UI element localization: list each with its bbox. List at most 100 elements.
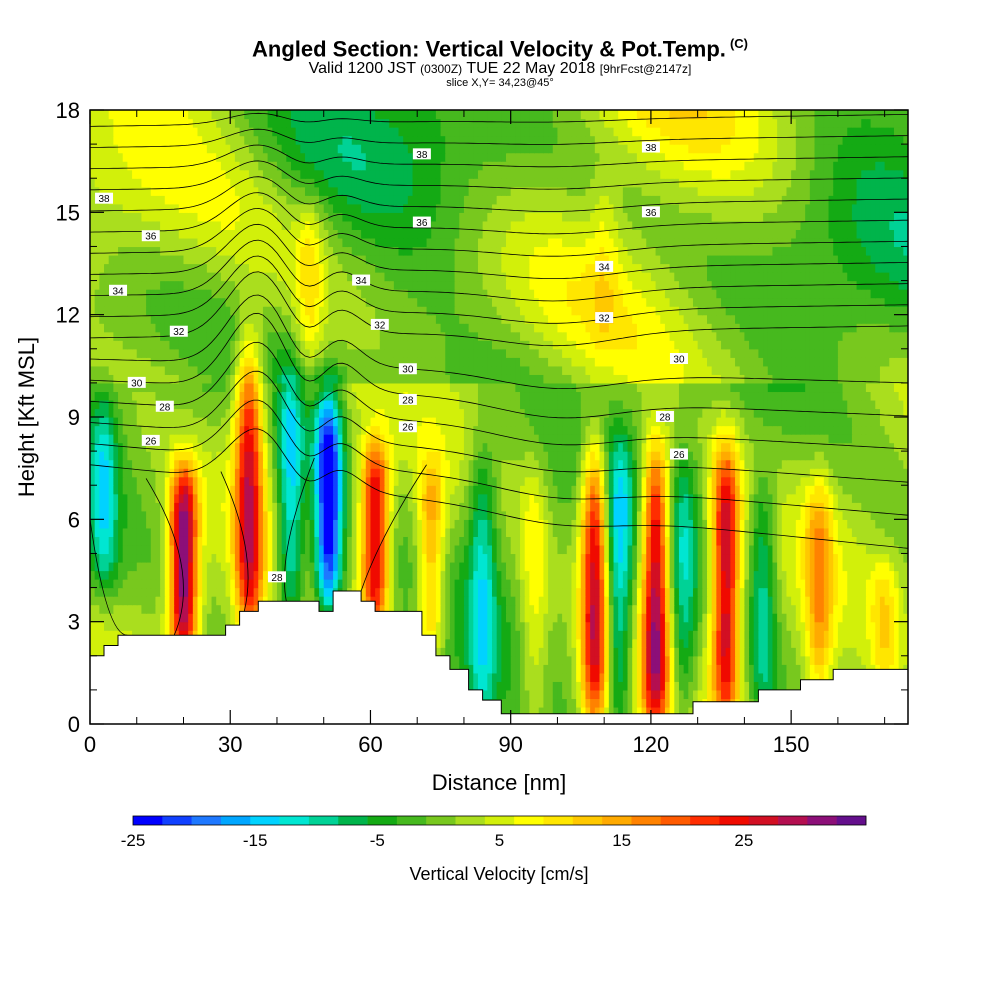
velocity-cell <box>632 510 638 520</box>
velocity-cell <box>814 655 820 665</box>
velocity-cell <box>562 510 568 520</box>
velocity-cell <box>108 519 114 529</box>
velocity-cell <box>655 579 661 589</box>
velocity-cell <box>538 681 544 691</box>
velocity-cell <box>725 604 731 614</box>
velocity-cell <box>515 544 521 555</box>
velocity-cell <box>688 621 694 631</box>
velocity-cell <box>805 672 811 682</box>
velocity-cell <box>777 561 783 572</box>
velocity-cell <box>608 655 615 665</box>
velocity-cell <box>99 493 105 503</box>
velocity-cell <box>146 630 152 640</box>
velocity-cell <box>384 502 390 512</box>
velocity-cell <box>449 493 456 503</box>
velocity-cell <box>365 519 372 529</box>
velocity-cell <box>146 570 152 580</box>
velocity-cell <box>104 510 110 520</box>
velocity-cell <box>552 502 559 512</box>
velocity-cell <box>903 604 908 614</box>
velocity-cell <box>281 510 287 520</box>
velocity-cell <box>791 561 797 572</box>
velocity-cell <box>814 493 820 503</box>
velocity-cell <box>856 570 862 580</box>
velocity-cell <box>688 493 694 503</box>
velocity-cell <box>627 502 633 512</box>
velocity-cell <box>468 630 474 640</box>
velocity-cell <box>524 689 530 700</box>
velocity-cell <box>543 544 549 555</box>
velocity-cell <box>113 587 119 597</box>
velocity-cell <box>314 519 320 529</box>
velocity-cell <box>898 485 904 495</box>
velocity-cell <box>146 553 152 563</box>
velocity-cell <box>749 613 755 623</box>
velocity-cell <box>127 544 133 555</box>
velocity-cell <box>702 553 708 563</box>
velocity-cell <box>870 579 876 589</box>
velocity-cell <box>197 621 203 631</box>
velocity-cell <box>496 647 502 657</box>
velocity-cell <box>328 570 334 580</box>
velocity-cell <box>744 510 750 520</box>
velocity-cell <box>515 502 521 512</box>
velocity-cell <box>529 561 535 572</box>
velocity-cell <box>164 493 171 503</box>
velocity-cell <box>814 527 820 537</box>
velocity-cell <box>407 579 414 589</box>
velocity-cell <box>286 493 292 503</box>
velocity-cell <box>893 630 900 640</box>
velocity-cell <box>491 655 498 665</box>
velocity-cell <box>473 502 479 512</box>
velocity-cell <box>646 604 652 614</box>
velocity-cell <box>398 510 404 520</box>
velocity-cell <box>267 476 273 486</box>
velocity-cell <box>716 485 722 495</box>
velocity-cell <box>865 630 872 640</box>
velocity-cell <box>618 561 624 572</box>
velocity-cell <box>515 561 521 572</box>
velocity-cell <box>501 604 507 614</box>
velocity-cell <box>90 476 96 486</box>
velocity-cell <box>188 536 194 546</box>
velocity-cell <box>234 604 241 614</box>
velocity-cell <box>805 561 811 572</box>
velocity-cell <box>594 672 601 682</box>
velocity-cell <box>520 638 526 648</box>
velocity-cell <box>618 672 624 682</box>
velocity-cell <box>449 570 456 580</box>
velocity-cell <box>566 544 573 555</box>
velocity-cell <box>576 604 582 614</box>
velocity-cell <box>216 621 222 631</box>
velocity-cell <box>534 485 540 495</box>
velocity-cell <box>613 510 619 520</box>
velocity-cell <box>412 476 418 486</box>
velocity-cell <box>655 493 661 503</box>
velocity-cell <box>258 544 264 555</box>
velocity-cell <box>552 519 559 529</box>
velocity-cell <box>856 553 862 563</box>
velocity-cell <box>744 579 750 589</box>
velocity-cell <box>174 587 180 597</box>
velocity-cell <box>599 672 605 682</box>
velocity-cell <box>333 544 339 555</box>
velocity-cell <box>557 553 563 563</box>
velocity-cell <box>562 672 568 682</box>
velocity-cell <box>735 596 741 606</box>
velocity-cell <box>772 570 778 580</box>
velocity-cell <box>903 587 908 597</box>
velocity-cell <box>239 570 245 580</box>
velocity-cell <box>636 621 643 631</box>
velocity-cell <box>632 519 638 529</box>
velocity-cell <box>164 613 171 623</box>
velocity-cell <box>758 561 764 572</box>
velocity-cell <box>837 579 844 589</box>
velocity-cell <box>875 519 881 529</box>
velocity-cell <box>847 638 853 648</box>
velocity-cell <box>202 579 208 589</box>
velocity-cell <box>501 647 507 657</box>
velocity-cell <box>688 647 694 657</box>
velocity-cell <box>239 476 245 486</box>
velocity-cell <box>482 485 488 495</box>
velocity-cell <box>300 544 306 555</box>
